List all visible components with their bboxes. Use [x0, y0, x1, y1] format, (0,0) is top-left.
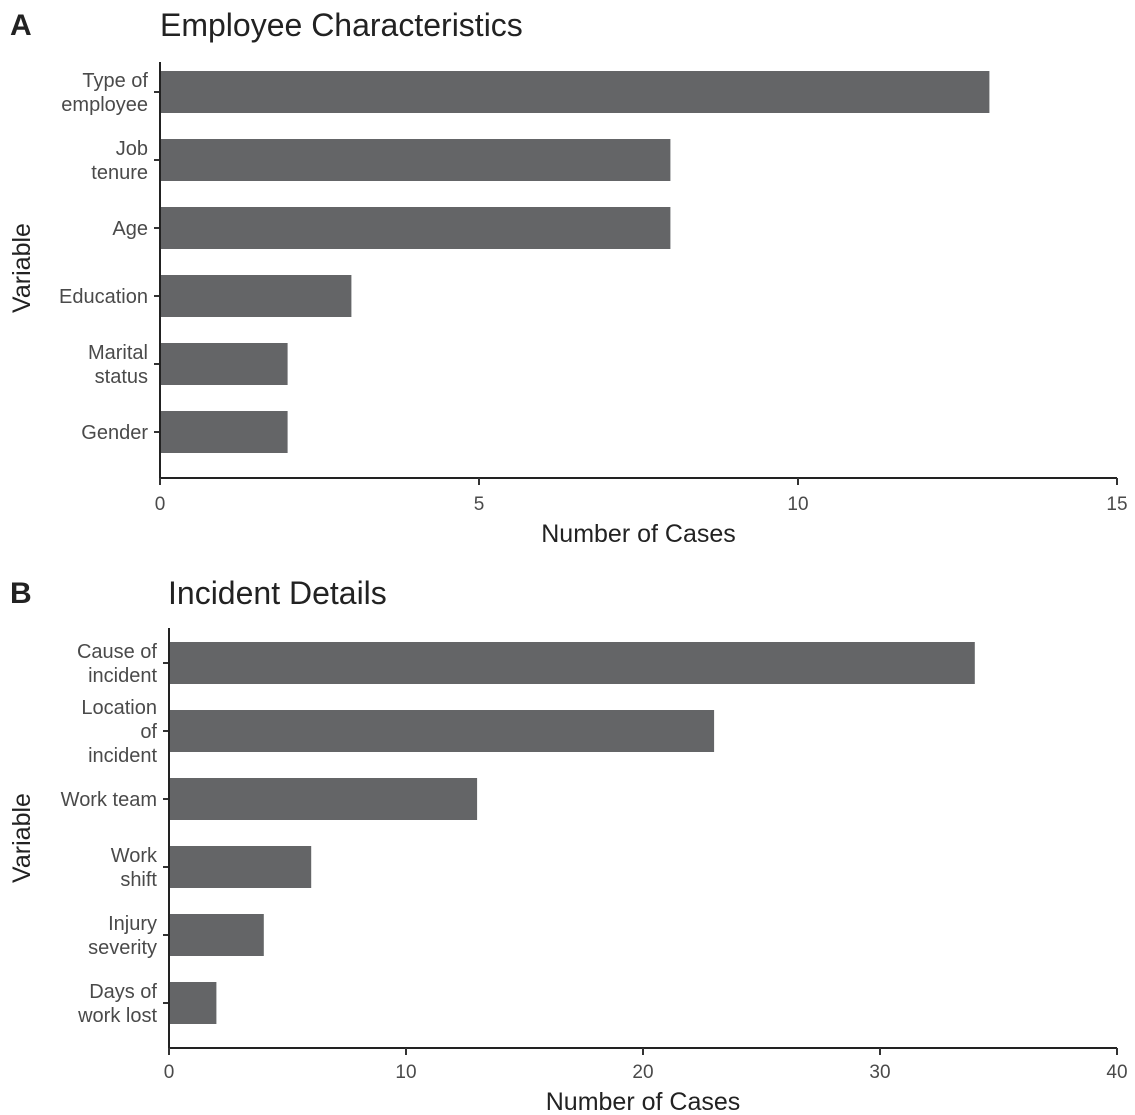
bar-a-4: [160, 343, 288, 385]
chart-title-a: Employee Characteristics: [160, 7, 523, 43]
category-label-b-2: Work team: [61, 789, 157, 811]
bar-a-2: [160, 207, 671, 249]
panel-a: A Employee Characteristics Type of employee…: [8, 7, 1128, 548]
category-label-a-1: Job tenure: [91, 138, 148, 184]
category-label-b-0: Cause of incident: [77, 641, 158, 687]
category-label-b-3: Work shift: [111, 845, 158, 891]
category-label-a-5: Gender: [81, 422, 148, 444]
bar-b-3: [169, 846, 312, 888]
panel-letter-a: A: [10, 9, 32, 42]
bar-b-4: [169, 914, 264, 956]
bar-b-5: [169, 982, 217, 1024]
y-axis-title-b: Variable: [8, 793, 36, 883]
x-axis-title-b: Number of Cases: [546, 1088, 741, 1115]
bar-a-5: [160, 411, 288, 453]
bar-a-1: [160, 139, 671, 181]
category-label-a-2: Age: [112, 218, 148, 240]
bar-a-0: [160, 71, 990, 113]
bar-a-3: [160, 275, 352, 317]
category-label-a-0: Type of employee: [61, 70, 148, 116]
category-label-a-3: Education: [59, 286, 148, 308]
bar-b-2: [169, 778, 478, 820]
x-tick-label-a-1: 5: [474, 494, 485, 515]
x-tick-label-a-0: 0: [155, 494, 166, 515]
x-axis-title-a: Number of Cases: [541, 520, 736, 548]
bar-b-0: [169, 642, 975, 684]
panel-letter-b: B: [10, 577, 32, 610]
category-label-b-1: Location of incident: [81, 697, 157, 767]
chart-title-b: Incident Details: [168, 575, 387, 611]
x-tick-label-b-0: 0: [164, 1062, 175, 1083]
x-tick-label-b-1: 10: [395, 1062, 416, 1083]
bar-b-1: [169, 710, 715, 752]
category-label-b-4: Injury severity: [88, 913, 157, 959]
x-tick-label-b-3: 30: [869, 1062, 890, 1083]
category-label-b-5: Days of work lost: [77, 981, 157, 1027]
x-tick-label-b-4: 40: [1106, 1062, 1127, 1083]
y-axis-title-a: Variable: [8, 223, 36, 313]
panel-b: B Incident Details Cause of incident Locatio…: [8, 575, 1128, 1115]
category-label-a-4: Marital status: [88, 342, 148, 388]
x-tick-label-a-3: 15: [1106, 494, 1127, 515]
x-tick-label-b-2: 20: [632, 1062, 653, 1083]
x-tick-label-a-2: 10: [787, 494, 808, 515]
